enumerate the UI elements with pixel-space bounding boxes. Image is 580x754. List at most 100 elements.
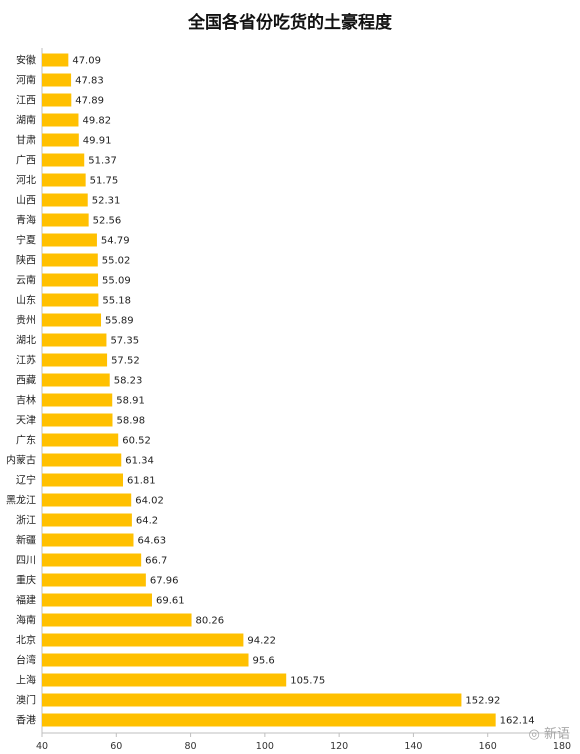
data-label: 55.09 (102, 276, 131, 287)
category-label: 湖北 (16, 335, 36, 347)
data-label: 162.14 (500, 716, 535, 727)
bar (42, 533, 134, 547)
category-label: 台湾 (16, 654, 36, 667)
category-label: 江西 (16, 95, 36, 107)
category-label: 天津 (16, 415, 36, 427)
chart-axes (41, 48, 562, 734)
bar (42, 433, 119, 447)
data-label: 80.26 (196, 616, 225, 627)
data-label: 105.75 (290, 676, 325, 687)
category-label: 江苏 (16, 354, 36, 367)
data-label: 47.83 (75, 76, 104, 87)
category-label: 西藏 (16, 375, 36, 387)
watermark-text: 新语 (543, 727, 570, 742)
data-label: 52.31 (92, 196, 121, 207)
bar (42, 633, 244, 647)
data-label: 57.35 (110, 336, 139, 347)
chart-title: 全国各省份吃货的土豪程度 (188, 13, 392, 33)
category-labels: 安徽河南江西湖南甘肃广西河北山西青海宁夏陕西云南山东贵州湖北江苏西藏吉林天津广东… (6, 54, 36, 727)
data-label: 49.82 (82, 116, 111, 127)
x-tick-label: 80 (185, 741, 197, 752)
data-label: 54.79 (101, 236, 130, 247)
category-label: 甘肃 (16, 134, 36, 147)
data-label: 55.18 (102, 296, 131, 307)
bar (42, 613, 192, 627)
category-label: 青海 (16, 214, 36, 227)
category-label: 福建 (16, 594, 36, 607)
category-label: 内蒙古 (6, 454, 36, 467)
bar (42, 133, 79, 147)
bar (42, 653, 249, 667)
bar (42, 593, 152, 607)
bar (42, 313, 102, 327)
bar-series (42, 53, 496, 727)
bar (42, 573, 146, 587)
x-tick-label: 140 (404, 741, 422, 752)
data-label: 58.98 (116, 416, 145, 427)
data-label: 60.52 (122, 436, 151, 447)
data-label: 64.02 (135, 496, 164, 507)
bar (42, 513, 132, 527)
category-label: 四川 (16, 556, 36, 567)
data-label: 51.37 (88, 156, 117, 167)
data-label: 61.34 (125, 456, 154, 467)
x-tick-label: 120 (330, 741, 348, 752)
bar (42, 73, 72, 87)
category-label: 广西 (16, 155, 36, 167)
category-label: 新疆 (16, 534, 36, 547)
bar (42, 473, 124, 487)
bar (42, 393, 113, 407)
category-label: 宁夏 (16, 234, 36, 247)
data-label: 58.23 (114, 376, 143, 387)
bar (42, 333, 107, 347)
bar (42, 53, 69, 67)
bar (42, 553, 142, 567)
bar (42, 353, 108, 367)
data-label: 55.89 (105, 316, 134, 327)
category-label: 海南 (16, 614, 36, 627)
category-label: 黑龙江 (6, 494, 36, 507)
x-tick-label: 60 (110, 741, 122, 752)
data-label: 94.22 (247, 636, 276, 647)
x-tick-label: 180 (553, 741, 571, 752)
data-label: 61.81 (127, 476, 156, 487)
category-label: 上海 (16, 674, 36, 687)
category-label: 吉林 (16, 394, 36, 407)
weibo-icon: ◎ (528, 727, 540, 742)
data-label: 64.2 (136, 516, 158, 527)
category-label: 陕西 (16, 254, 36, 267)
data-label: 49.91 (83, 136, 112, 147)
data-label: 57.52 (111, 356, 140, 367)
data-label: 69.61 (156, 596, 185, 607)
bar (42, 693, 462, 707)
bar (42, 673, 287, 687)
data-label: 51.75 (90, 176, 119, 187)
bar (42, 413, 113, 427)
data-label: 64.63 (137, 536, 166, 547)
data-label: 66.7 (145, 556, 167, 567)
category-label: 贵州 (16, 314, 36, 327)
bar (42, 453, 122, 467)
data-label: 52.56 (93, 216, 122, 227)
category-label: 湖南 (16, 114, 36, 127)
category-label: 重庆 (16, 574, 36, 587)
bar (42, 493, 132, 507)
bar (42, 153, 85, 167)
category-label: 河北 (16, 175, 36, 187)
category-label: 广东 (16, 434, 36, 447)
x-tick-label: 40 (36, 741, 48, 752)
x-tick-label: 160 (479, 741, 497, 752)
category-label: 山西 (16, 195, 36, 207)
category-label: 河南 (16, 74, 36, 87)
x-tick-labels: 40 60 80 100 120 140 160 180 (36, 733, 571, 752)
bar (42, 273, 99, 287)
data-label: 95.6 (253, 656, 275, 667)
data-label: 55.02 (102, 256, 131, 267)
category-label: 山东 (16, 294, 36, 307)
category-label: 浙江 (16, 515, 36, 527)
bar (42, 253, 98, 267)
bar (42, 113, 79, 127)
value-labels: 47.09 47.83 47.89 49.82 49.91 51.37 51.75 52.31… (72, 56, 534, 727)
bar (42, 233, 97, 247)
